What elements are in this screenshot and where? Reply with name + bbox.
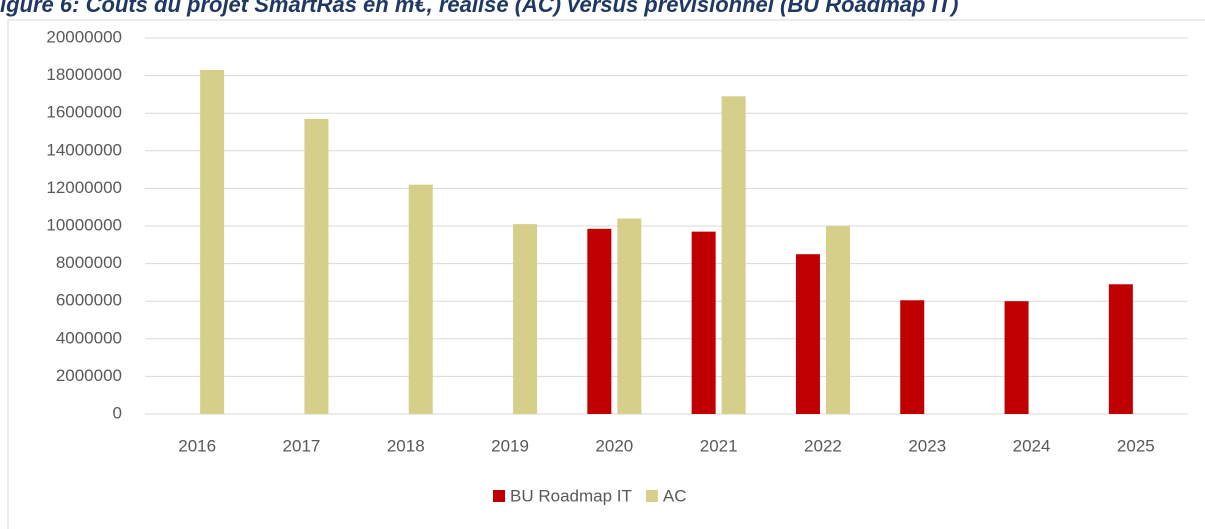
y-tick-label: 2000000 — [56, 366, 122, 385]
x-tick-label: 2016 — [178, 436, 216, 455]
chart-frame — [7, 19, 1205, 529]
bar — [513, 224, 538, 414]
bar — [304, 118, 329, 414]
chart-title: igure 6: Coûts du projet SmartRas en m€,… — [0, 0, 958, 17]
x-tick-label: 2024 — [1013, 436, 1051, 455]
y-tick-label: 14000000 — [46, 140, 122, 159]
bar — [691, 231, 716, 414]
legend-swatch — [493, 490, 505, 502]
y-tick-label: 20000000 — [46, 27, 122, 46]
bar — [900, 300, 925, 414]
x-tick-label: 2017 — [283, 436, 321, 455]
x-tick-label: 2020 — [595, 436, 633, 455]
bar — [408, 184, 433, 414]
bar — [587, 228, 612, 414]
bar — [721, 96, 746, 414]
y-tick-label: 12000000 — [46, 178, 122, 197]
bar — [200, 69, 225, 415]
y-tick-label: 16000000 — [46, 103, 122, 122]
y-tick-label: 0 — [113, 403, 122, 422]
legend-label: AC — [663, 486, 687, 505]
x-tick-label: 2018 — [387, 436, 425, 455]
bar — [617, 218, 642, 414]
y-tick-label: 4000000 — [56, 328, 122, 347]
y-tick-label: 6000000 — [56, 291, 122, 310]
x-tick-label: 2023 — [908, 436, 946, 455]
bar — [795, 254, 820, 414]
legend-swatch — [645, 490, 658, 502]
x-tick-label: 2019 — [491, 436, 529, 455]
x-tick-label: 2022 — [804, 436, 842, 455]
legend-label: BU Roadmap IT — [510, 486, 632, 505]
y-tick-label: 8000000 — [56, 253, 122, 272]
bar — [1108, 284, 1133, 414]
y-tick-label: 10000000 — [46, 215, 122, 234]
x-tick-label: 2021 — [700, 436, 738, 455]
x-tick-label: 2025 — [1117, 436, 1155, 455]
bar — [825, 226, 850, 414]
y-tick-label: 18000000 — [46, 65, 122, 84]
bar — [1004, 301, 1029, 414]
